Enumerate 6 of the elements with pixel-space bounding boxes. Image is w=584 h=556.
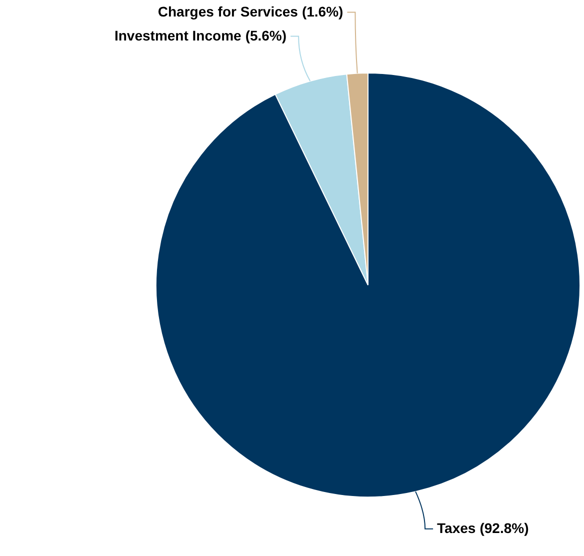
- slice-label: Charges for Services: [158, 3, 298, 20]
- slice-label: Taxes: [437, 520, 476, 536]
- data-label: (5.6%): [245, 27, 287, 44]
- data-label: (92.8%): [480, 520, 529, 536]
- data-label: (1.6%): [302, 3, 344, 20]
- slice-label: Investment Income: [114, 27, 242, 44]
